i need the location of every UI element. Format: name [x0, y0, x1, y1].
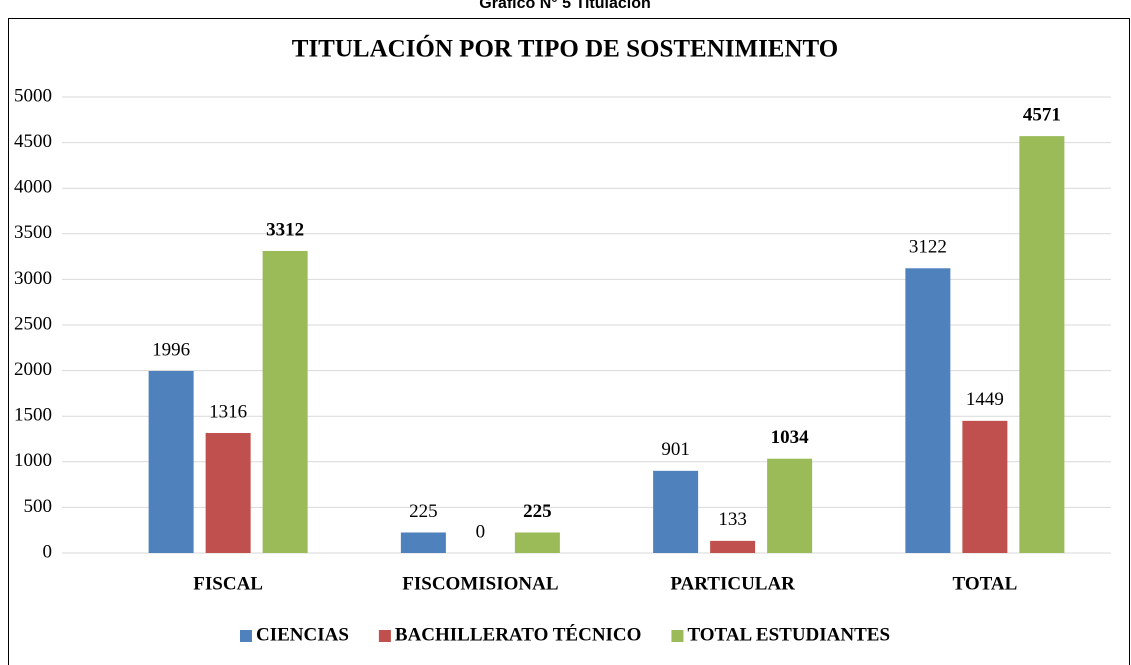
caption: Gráfico N° 5 Titulación — [479, 0, 650, 12]
chart-title: TITULACIÓN POR TIPO DE SOSTENIMIENTO — [292, 35, 838, 63]
data-label: 1996 — [152, 339, 190, 360]
bar — [514, 532, 560, 553]
data-label: 225 — [523, 501, 552, 522]
y-tick-label: 0 — [43, 541, 53, 562]
bar — [400, 532, 446, 553]
bar — [905, 268, 951, 553]
x-tick-label: TOTAL — [952, 573, 1017, 594]
bar — [653, 470, 699, 553]
data-label: 133 — [718, 509, 747, 530]
bar — [148, 370, 194, 553]
bar — [262, 250, 308, 553]
x-tick-label: FISCOMISIONAL — [402, 573, 558, 594]
bar — [710, 540, 756, 553]
chart-border — [8, 18, 1130, 665]
y-tick-label: 5000 — [14, 85, 52, 106]
y-tick-label: 4000 — [14, 177, 52, 198]
data-label: 3312 — [266, 219, 304, 240]
legend: CIENCIAS BACHILLERATO TÉCNICO TOTAL ESTUDI… — [239, 623, 890, 645]
x-tick-label: PARTICULAR — [670, 573, 795, 594]
y-tick-label: 3000 — [14, 268, 52, 289]
y-tick-label: 1000 — [14, 450, 52, 471]
data-label: 1449 — [966, 389, 1004, 410]
y-tick-label: 4500 — [14, 131, 52, 152]
data-label: 1316 — [209, 401, 247, 422]
data-label: 901 — [661, 439, 690, 460]
y-tick-label: 500 — [24, 496, 53, 517]
legend-label: TOTAL ESTUDIANTES — [687, 624, 890, 645]
bar — [962, 420, 1008, 553]
data-label: 1034 — [771, 427, 810, 448]
data-label: 0 — [476, 521, 486, 542]
data-label: 3122 — [909, 237, 947, 258]
data-label: 4571 — [1023, 104, 1061, 125]
bar — [767, 458, 813, 553]
bar — [205, 432, 251, 553]
y-tick-label: 2000 — [14, 359, 52, 380]
y-tick-label: 2500 — [14, 313, 52, 334]
legend-swatch — [239, 630, 252, 642]
legend-label: BACHILLERATO TÉCNICO — [395, 623, 642, 645]
y-tick-label: 3500 — [14, 222, 52, 243]
data-label: 225 — [409, 501, 438, 522]
legend-swatch — [671, 630, 684, 642]
legend-label: CIENCIAS — [256, 624, 349, 645]
x-tick-label: FISCAL — [193, 573, 263, 594]
y-tick-label: 1500 — [14, 405, 52, 426]
legend-swatch — [378, 630, 391, 642]
bar — [1019, 136, 1065, 553]
